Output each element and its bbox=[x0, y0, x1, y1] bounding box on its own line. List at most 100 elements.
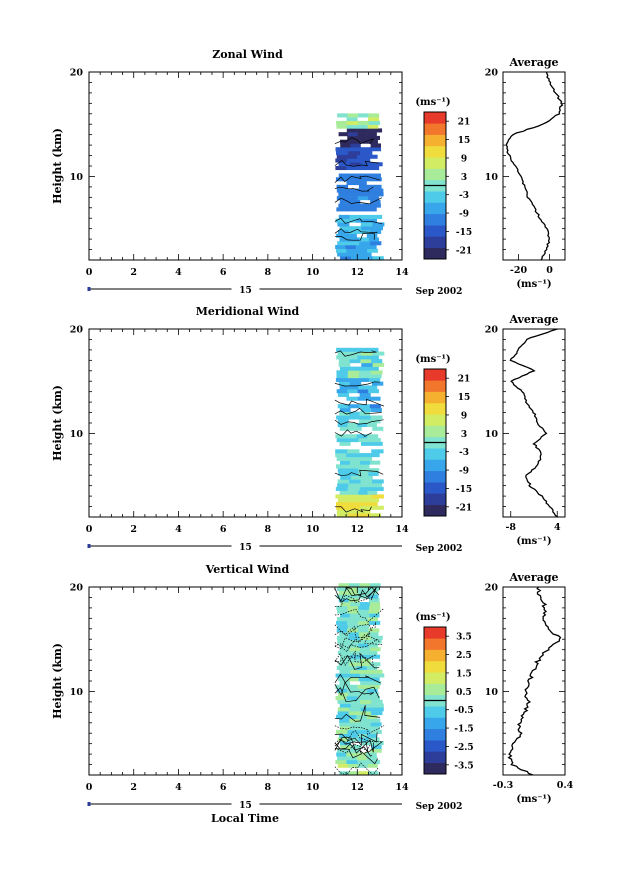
heatmap-cell bbox=[368, 468, 380, 473]
heatmap-cell bbox=[347, 505, 361, 510]
heatmap-cell bbox=[366, 207, 377, 212]
heatmap-cell bbox=[337, 468, 349, 473]
heatmap-cell bbox=[358, 147, 370, 152]
heatmap-cell bbox=[348, 737, 359, 742]
heatmap-cell bbox=[346, 434, 357, 439]
heatmap-cell bbox=[348, 188, 361, 193]
heatmap-cell bbox=[356, 248, 368, 253]
heatmap-cell bbox=[370, 128, 383, 133]
heatmap-cell bbox=[370, 639, 382, 644]
heatmap-cell bbox=[371, 407, 382, 413]
colorbar-tick-label: 0.5 bbox=[456, 688, 472, 698]
heatmap-cell bbox=[336, 501, 347, 507]
heatmap-cell bbox=[347, 624, 359, 629]
colorbar-tick-label: -9 bbox=[459, 467, 469, 477]
heatmap-cell bbox=[350, 602, 361, 607]
heatmap-cell bbox=[336, 438, 348, 443]
heatmap-cell bbox=[339, 741, 352, 746]
heatmap-cell bbox=[367, 590, 378, 595]
heatmap-cell bbox=[335, 673, 348, 678]
colorbar-cell bbox=[424, 225, 446, 237]
heatmap-cell bbox=[337, 639, 349, 644]
x-tick-label: 6 bbox=[220, 267, 227, 278]
heatmap-cell bbox=[369, 613, 380, 618]
heatmap-cell bbox=[359, 419, 370, 424]
heatmap-cell bbox=[371, 359, 383, 364]
heatmap-cell bbox=[367, 248, 378, 253]
contour-line bbox=[334, 429, 372, 437]
contour-line bbox=[334, 622, 377, 639]
x-tick-label: 2 bbox=[130, 267, 137, 278]
x-tick-label: 8 bbox=[265, 524, 272, 535]
heatmap-cell bbox=[348, 150, 361, 156]
heatmap-cell bbox=[336, 374, 349, 379]
heatmap-cell bbox=[347, 609, 359, 614]
heatmap-cell bbox=[336, 620, 348, 625]
heatmap-cell bbox=[338, 173, 350, 178]
colorbar-cell bbox=[424, 123, 446, 135]
x-tick-label: 4 bbox=[175, 782, 182, 793]
heatmap-cell bbox=[348, 229, 360, 234]
heatmap-cell bbox=[357, 733, 368, 738]
colorbar-tick-label: 1.5 bbox=[456, 669, 472, 679]
heatmap-cell bbox=[335, 464, 348, 469]
heatmap-cell bbox=[346, 166, 358, 171]
heatmap-cell bbox=[368, 113, 380, 118]
heatmap-cell bbox=[350, 426, 362, 431]
date-gap bbox=[231, 284, 260, 294]
heatmap-cell bbox=[336, 389, 348, 394]
heatmap-cell bbox=[359, 173, 371, 178]
heatmap-cell bbox=[358, 139, 369, 144]
contour-line bbox=[334, 137, 375, 145]
heatmap-cell bbox=[359, 711, 372, 716]
heatmap-cell bbox=[350, 703, 362, 708]
heatmap-cell bbox=[336, 635, 349, 640]
heatmap-cell bbox=[346, 453, 358, 458]
heatmap-cell bbox=[367, 347, 379, 352]
heatmap-cell bbox=[346, 158, 359, 163]
contour-line bbox=[334, 398, 385, 407]
date-label: Sep 2002 bbox=[416, 287, 463, 297]
heatmap-cell bbox=[339, 426, 351, 431]
heatmap-cell bbox=[340, 475, 352, 480]
heatmap-cell bbox=[338, 132, 349, 137]
heatmap-cell bbox=[337, 756, 348, 761]
heatmap-cell bbox=[348, 385, 359, 390]
heatmap-cell bbox=[347, 756, 358, 761]
heatmap-cell bbox=[357, 620, 370, 625]
heatmap-cell bbox=[357, 154, 368, 159]
x-tick-label: 2 bbox=[130, 782, 137, 793]
heatmap-cell bbox=[372, 222, 385, 227]
heatmap-cell bbox=[340, 613, 351, 618]
heatmap-cell bbox=[337, 624, 349, 629]
heatmap-cell bbox=[347, 650, 358, 655]
profile-y-tick-label: 20 bbox=[485, 325, 499, 336]
heatmap-cell bbox=[336, 605, 348, 610]
heatmap-cell bbox=[335, 453, 347, 458]
colorbar-cell bbox=[424, 134, 446, 147]
heatmap-cell bbox=[369, 147, 382, 152]
panel-title: Meridional Wind bbox=[196, 305, 300, 318]
heatmap-cell bbox=[357, 453, 369, 458]
heatmap-cell bbox=[368, 684, 380, 689]
profile-title: Average bbox=[508, 56, 558, 69]
profile-line bbox=[509, 328, 559, 518]
colorbar-cell bbox=[424, 660, 446, 673]
contour-line bbox=[334, 407, 382, 415]
heatmap-cell bbox=[360, 351, 373, 356]
heatmap-cell bbox=[358, 184, 371, 189]
date-label: Sep 2002 bbox=[416, 544, 463, 554]
heatmap-cell bbox=[339, 385, 350, 390]
heatmap-cell bbox=[339, 407, 351, 413]
heatmap-cell bbox=[358, 677, 370, 682]
colorbar-tick-label: -15 bbox=[456, 228, 472, 238]
heatmap-cell bbox=[348, 132, 358, 137]
heatmap-cell bbox=[348, 241, 360, 246]
x-tick-label: 8 bbox=[265, 782, 272, 793]
contour-line bbox=[334, 588, 376, 603]
heatmap-cell bbox=[339, 632, 350, 637]
heatmap-cell bbox=[369, 677, 380, 682]
heatmap-cell bbox=[366, 714, 378, 719]
y-tick-label: 20 bbox=[70, 583, 84, 594]
heatmap-cell bbox=[336, 370, 349, 375]
